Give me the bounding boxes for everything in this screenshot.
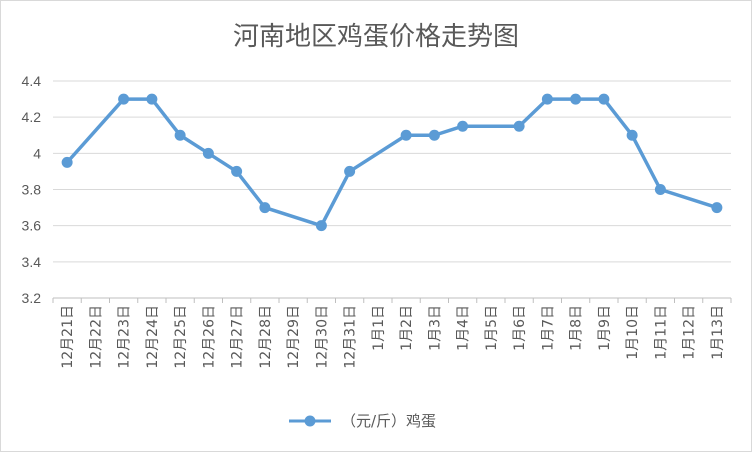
y-axis-ticks: 3.2 3.4 3.6 3.8 4 4.2 4.4 — [22, 73, 42, 306]
y-tick-label: 3.2 — [22, 290, 42, 306]
data-point — [570, 93, 582, 105]
series-layer — [61, 93, 723, 232]
legend-label: （元/斤）鸡蛋 — [341, 412, 436, 430]
x-tick-label: 1月3日 — [427, 305, 443, 351]
data-point — [61, 156, 73, 168]
data-point — [513, 120, 525, 132]
data-point — [174, 129, 186, 141]
x-tick-label: 1月2日 — [399, 305, 415, 351]
x-tick-label: 1月11日 — [653, 305, 669, 360]
x-tick-label: 12月22日 — [88, 305, 104, 369]
x-tick-label: 12月29日 — [286, 305, 302, 369]
legend: （元/斤）鸡蛋 — [289, 412, 436, 430]
x-tick-label: 1月1日 — [371, 305, 387, 351]
y-tick-label: 3.8 — [22, 182, 42, 198]
x-tick-label: 1月13日 — [710, 305, 726, 360]
x-tick-label: 12月24日 — [145, 305, 161, 369]
y-tick-label: 3.4 — [22, 254, 42, 270]
data-point — [202, 147, 214, 159]
x-tick-label: 1月8日 — [569, 305, 585, 351]
x-tick-label: 1月12日 — [682, 305, 698, 360]
data-point — [711, 202, 723, 214]
x-axis — [52, 297, 732, 303]
x-tick-label: 12月30日 — [314, 305, 330, 369]
data-point — [541, 93, 553, 105]
data-point — [598, 93, 610, 105]
x-tick-label: 12月31日 — [343, 305, 359, 369]
x-tick-label: 12月26日 — [201, 305, 217, 369]
x-tick-label: 12月25日 — [173, 305, 189, 369]
data-point — [428, 129, 440, 141]
legend-dot-marker — [304, 415, 316, 427]
chart-title: 河南地区鸡蛋价格走势图 — [233, 22, 519, 52]
data-point — [231, 165, 243, 177]
x-tick-label: 1月6日 — [512, 305, 528, 351]
x-axis-ticks: 12月21日 12月22日 12月23日 12月24日 12月25日 12月26日 12月2… — [60, 305, 726, 369]
y-tick-label: 4.4 — [22, 73, 42, 89]
y-tick-label: 4.2 — [22, 109, 42, 125]
x-tick-label: 12月27日 — [230, 305, 246, 369]
data-point — [344, 165, 356, 177]
data-point — [118, 93, 130, 105]
x-tick-label: 12月23日 — [117, 305, 133, 369]
series-line — [65, 97, 718, 228]
data-point — [457, 120, 469, 132]
x-tick-label: 12月21日 — [60, 305, 76, 369]
gridlines — [53, 80, 731, 263]
y-tick-label: 3.6 — [22, 218, 42, 234]
x-tick-label: 1月10日 — [625, 305, 641, 360]
data-point — [654, 184, 666, 195]
data-point — [315, 220, 327, 232]
x-tick-label: 1月7日 — [540, 305, 556, 351]
x-tick-label: 1月5日 — [484, 305, 500, 351]
data-point — [400, 129, 412, 141]
x-tick-label: 12月28日 — [258, 305, 274, 369]
x-tick-label: 1月4日 — [456, 305, 472, 351]
data-point — [626, 129, 638, 141]
x-tick-label: 1月9日 — [597, 305, 613, 351]
data-point — [146, 93, 158, 105]
data-point — [259, 202, 271, 214]
y-tick-label: 4 — [33, 145, 41, 161]
